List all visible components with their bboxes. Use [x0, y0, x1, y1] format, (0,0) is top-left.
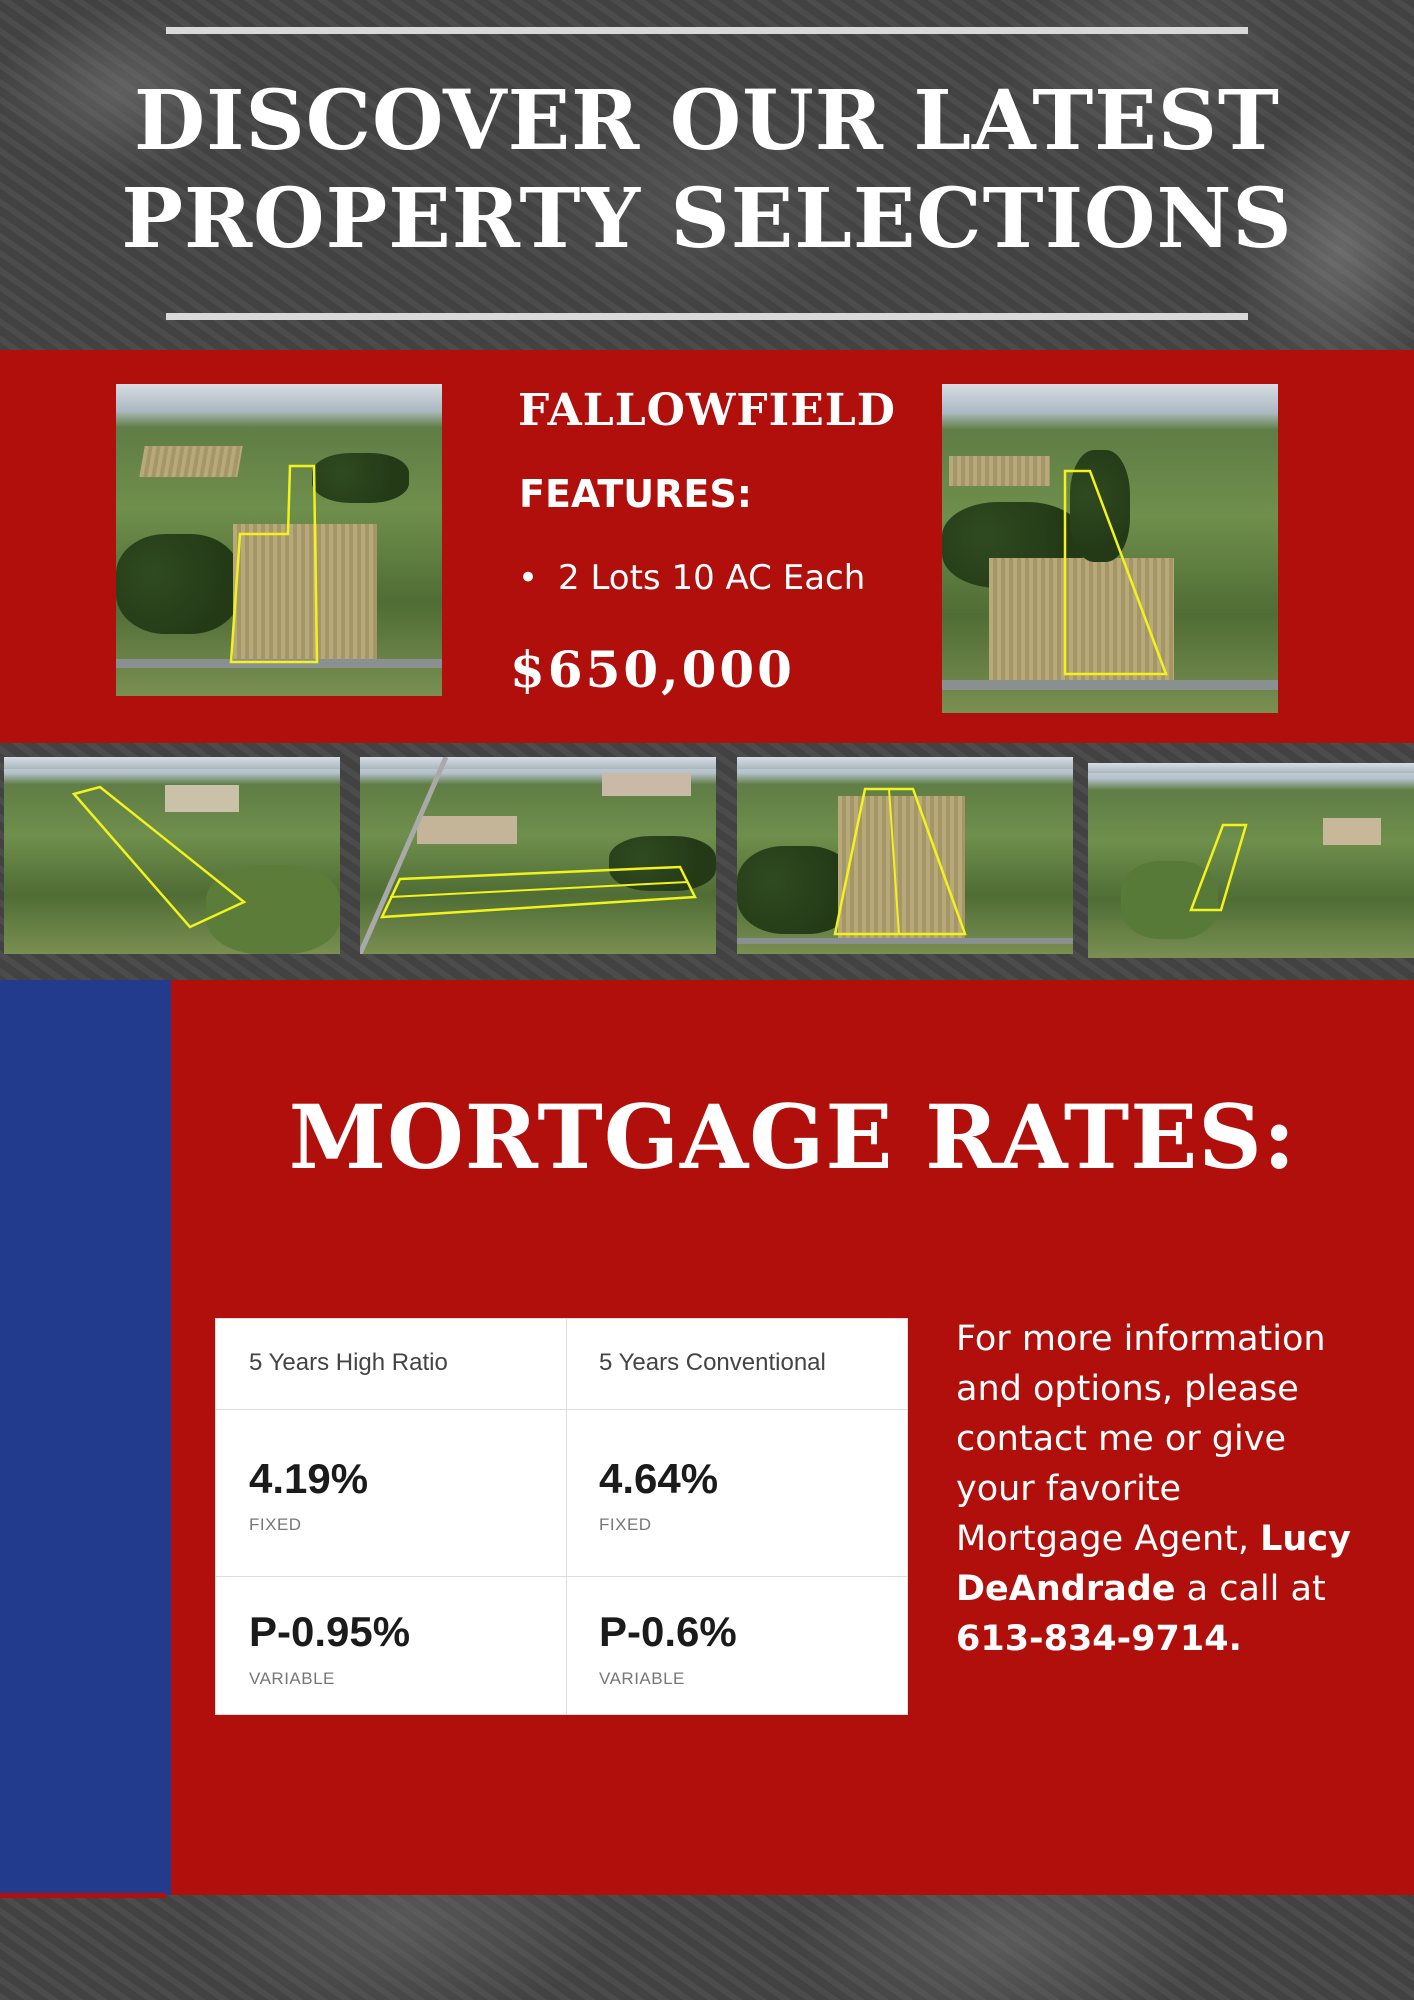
bullet-icon: • — [518, 558, 539, 598]
agent-name: Lucy DeAndrade — [956, 1519, 1351, 1609]
fixed-label: FIXED — [249, 1515, 302, 1534]
contact-middle: a call at — [1175, 1569, 1326, 1609]
variable-label: VARIABLE — [249, 1669, 335, 1688]
top-rule — [166, 27, 1248, 34]
variable-rate-conventional: P-0.6% — [599, 1608, 737, 1655]
listing-photo-left — [116, 384, 442, 696]
rate-header-conventional: 5 Years Conventional — [599, 1349, 826, 1376]
headline-line-1: DISCOVER OUR LATEST — [134, 73, 1280, 169]
gallery-photo-4 — [1088, 763, 1414, 958]
listing-title: FALLOWFIELD — [518, 385, 896, 436]
feature-text: 2 Lots 10 AC Each — [558, 558, 866, 598]
rates-table: 5 Years High Ratio 5 Years Conventional … — [215, 1318, 908, 1715]
gallery-photo-3 — [737, 757, 1073, 954]
red-underline — [0, 1893, 166, 1898]
contact-intro: For more information and options, please… — [956, 1319, 1326, 1559]
variable-rate-high-ratio: P-0.95% — [249, 1608, 411, 1655]
rate-header-high-ratio: 5 Years High Ratio — [249, 1349, 448, 1376]
blue-side-band — [0, 980, 171, 1895]
headline-line-2: PROPERTY SELECTIONS — [121, 171, 1293, 267]
feature-item: • 2 Lots 10 AC Each — [518, 558, 865, 598]
gallery-photo-1 — [4, 757, 340, 954]
fixed-label: FIXED — [599, 1515, 652, 1534]
bottom-rule — [166, 313, 1248, 320]
fixed-rate-conventional: 4.64% — [599, 1455, 719, 1502]
contact-text: For more information and options, please… — [956, 1314, 1356, 1664]
listing-photo-right — [942, 384, 1278, 713]
gallery-photo-2 — [360, 757, 716, 954]
listing-price: $650,000 — [510, 640, 795, 699]
fixed-rate-high-ratio: 4.19% — [249, 1455, 369, 1502]
phone-number: 613-834-9714. — [956, 1619, 1242, 1659]
mortgage-title: MORTGAGE RATES: — [288, 1085, 1297, 1189]
headline: DISCOVER OUR LATEST PROPERTY SELECTIONS — [0, 72, 1414, 268]
variable-label: VARIABLE — [599, 1669, 685, 1688]
features-label: FEATURES: — [519, 472, 752, 516]
